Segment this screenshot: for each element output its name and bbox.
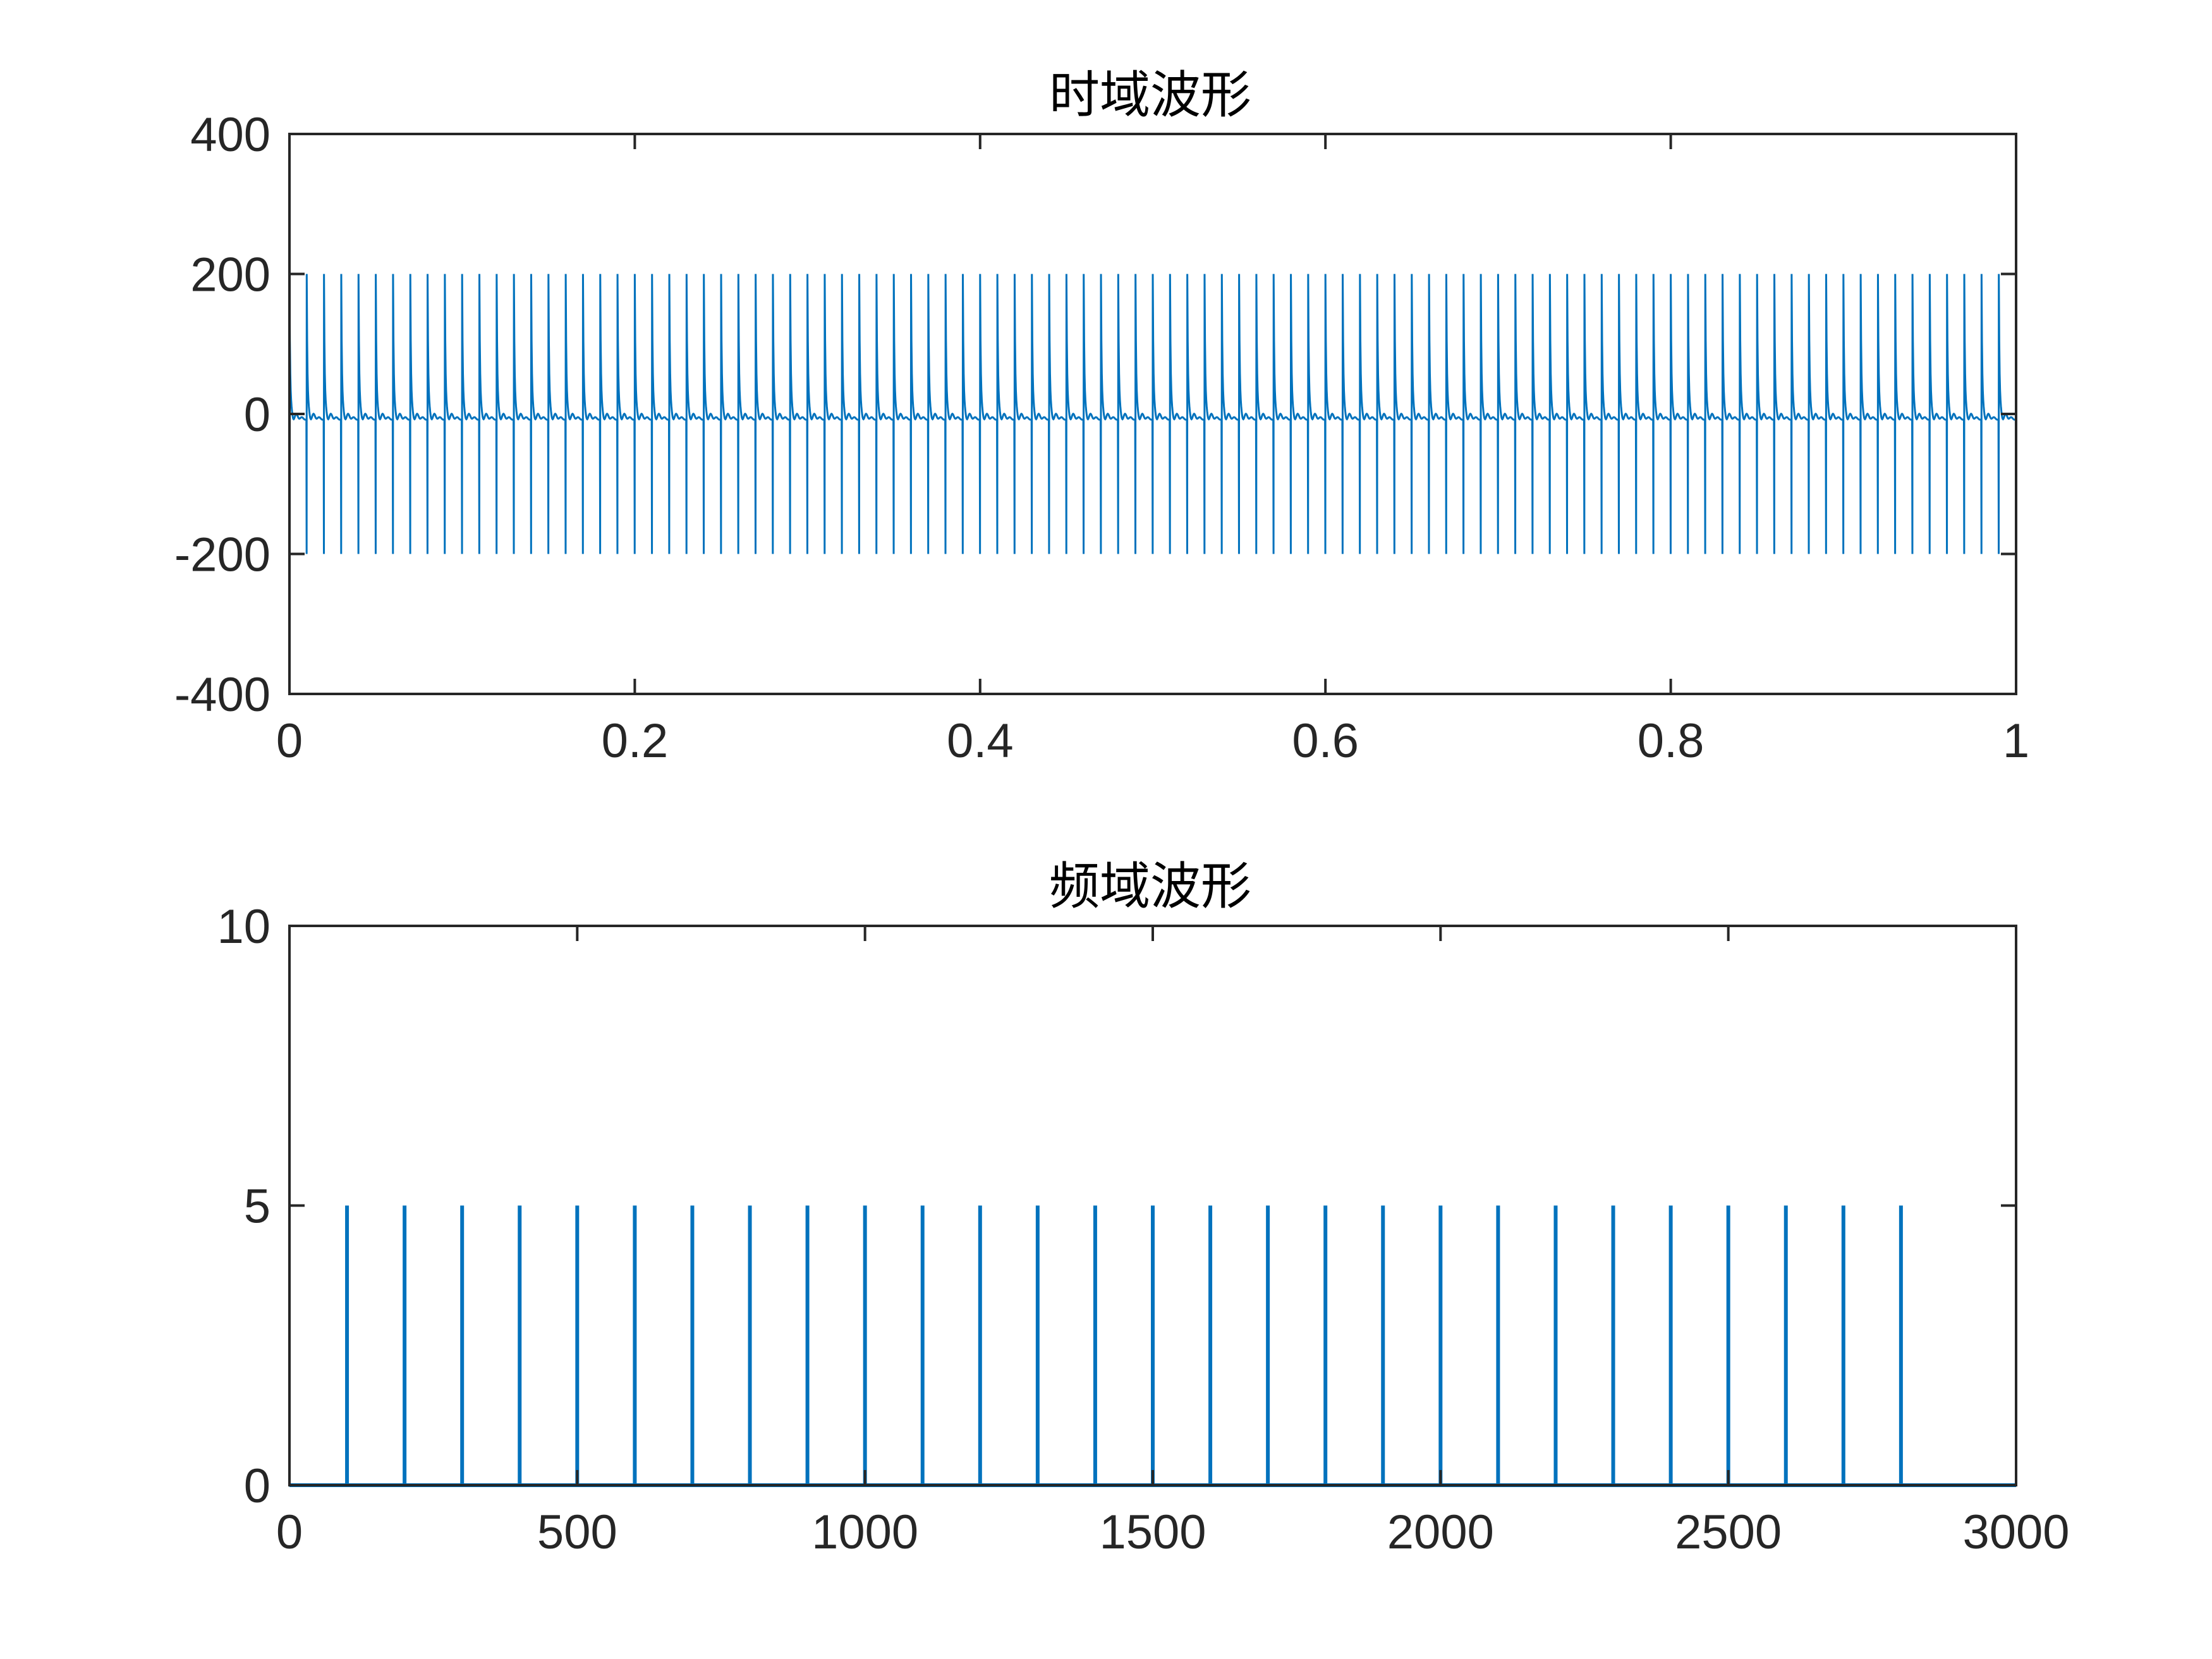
time-domain-x-tick-label: 0: [276, 714, 303, 768]
time-domain-x-tick-label: 0.6: [1292, 714, 1359, 768]
time-domain-y-tick-label: 200: [190, 248, 270, 302]
time-domain-series: [288, 274, 2017, 555]
subplot-frequency-domain: 频域波形 0 500 1000 1500 2000 2500 3000 0 5 10: [217, 857, 2069, 1559]
time-domain-x-tick-label: 0.4: [947, 714, 1014, 768]
time-domain-line: [288, 274, 2017, 555]
frequency-domain-y-tick-label: 5: [244, 1180, 270, 1234]
time-domain-x-tick-label: 0.2: [602, 714, 669, 768]
time-domain-title: 时域波形: [1049, 66, 1251, 125]
frequency-domain-x-tick-label: 2000: [1387, 1505, 1494, 1559]
time-domain-y-tick-label: -200: [174, 528, 270, 582]
frequency-domain-axes: 0 500 1000 1500 2000 2500 3000 0 5 10: [217, 900, 2069, 1559]
time-domain-x-tick-label: 1: [2003, 714, 2029, 768]
frequency-domain-y-tick-label: 0: [244, 1459, 270, 1513]
frequency-domain-x-tick-label: 0: [276, 1505, 303, 1559]
frequency-domain-title: 频域波形: [1049, 857, 1251, 916]
time-domain-axes: 0 0.2 0.4 0.6 0.8 1 -400 -200 0 200 400: [174, 108, 2029, 768]
frequency-domain-y-tick-label: 10: [217, 900, 270, 954]
time-domain-x-tick-label: 0.8: [1638, 714, 1705, 768]
frequency-domain-x-tick-label: 500: [537, 1505, 617, 1559]
subplot-time-domain: 时域波形 0 0.2 0.4 0.6 0.8 1 -400 -200 0 200 400: [174, 66, 2029, 768]
frequency-domain-x-tick-label: 1000: [811, 1505, 918, 1559]
time-domain-y-tick-label: 400: [190, 108, 270, 162]
frequency-domain-x-tick-label: 3000: [1962, 1505, 2069, 1559]
time-domain-y-tick-label: -400: [174, 668, 270, 722]
time-domain-y-tick-label: 0: [244, 388, 270, 442]
frequency-domain-x-tick-label: 1500: [1099, 1505, 1206, 1559]
frequency-domain-x-tick-label: 2500: [1675, 1505, 1782, 1559]
